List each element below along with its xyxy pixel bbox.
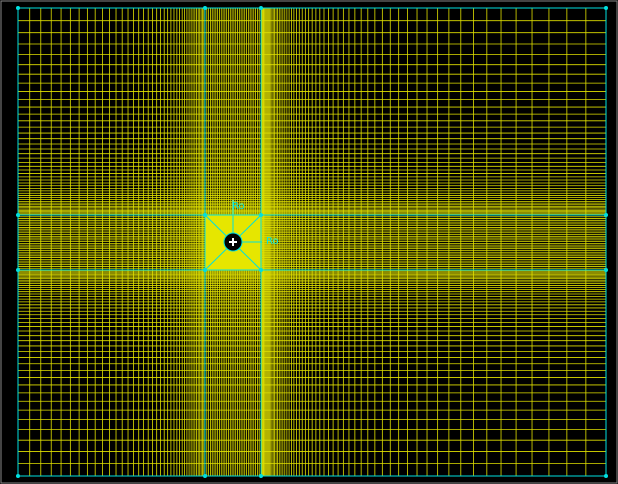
- mesh-view: Ro Ro: [0, 0, 618, 484]
- node: [203, 268, 207, 272]
- node: [203, 213, 207, 217]
- radius-label: Ro: [232, 201, 245, 212]
- node: [604, 474, 608, 478]
- node: [259, 268, 263, 272]
- node: [16, 213, 20, 217]
- node: [16, 268, 20, 272]
- page: Ro Ro (() => { const data = JSON.parse(d…: [0, 0, 618, 484]
- node: [16, 474, 20, 478]
- radius-label: Ro: [266, 236, 279, 247]
- node: [203, 6, 207, 10]
- node: [203, 474, 207, 478]
- node: [259, 474, 263, 478]
- node: [604, 268, 608, 272]
- node: [16, 6, 20, 10]
- node: [259, 6, 263, 10]
- node: [259, 213, 263, 217]
- node: [604, 6, 608, 10]
- node: [604, 213, 608, 217]
